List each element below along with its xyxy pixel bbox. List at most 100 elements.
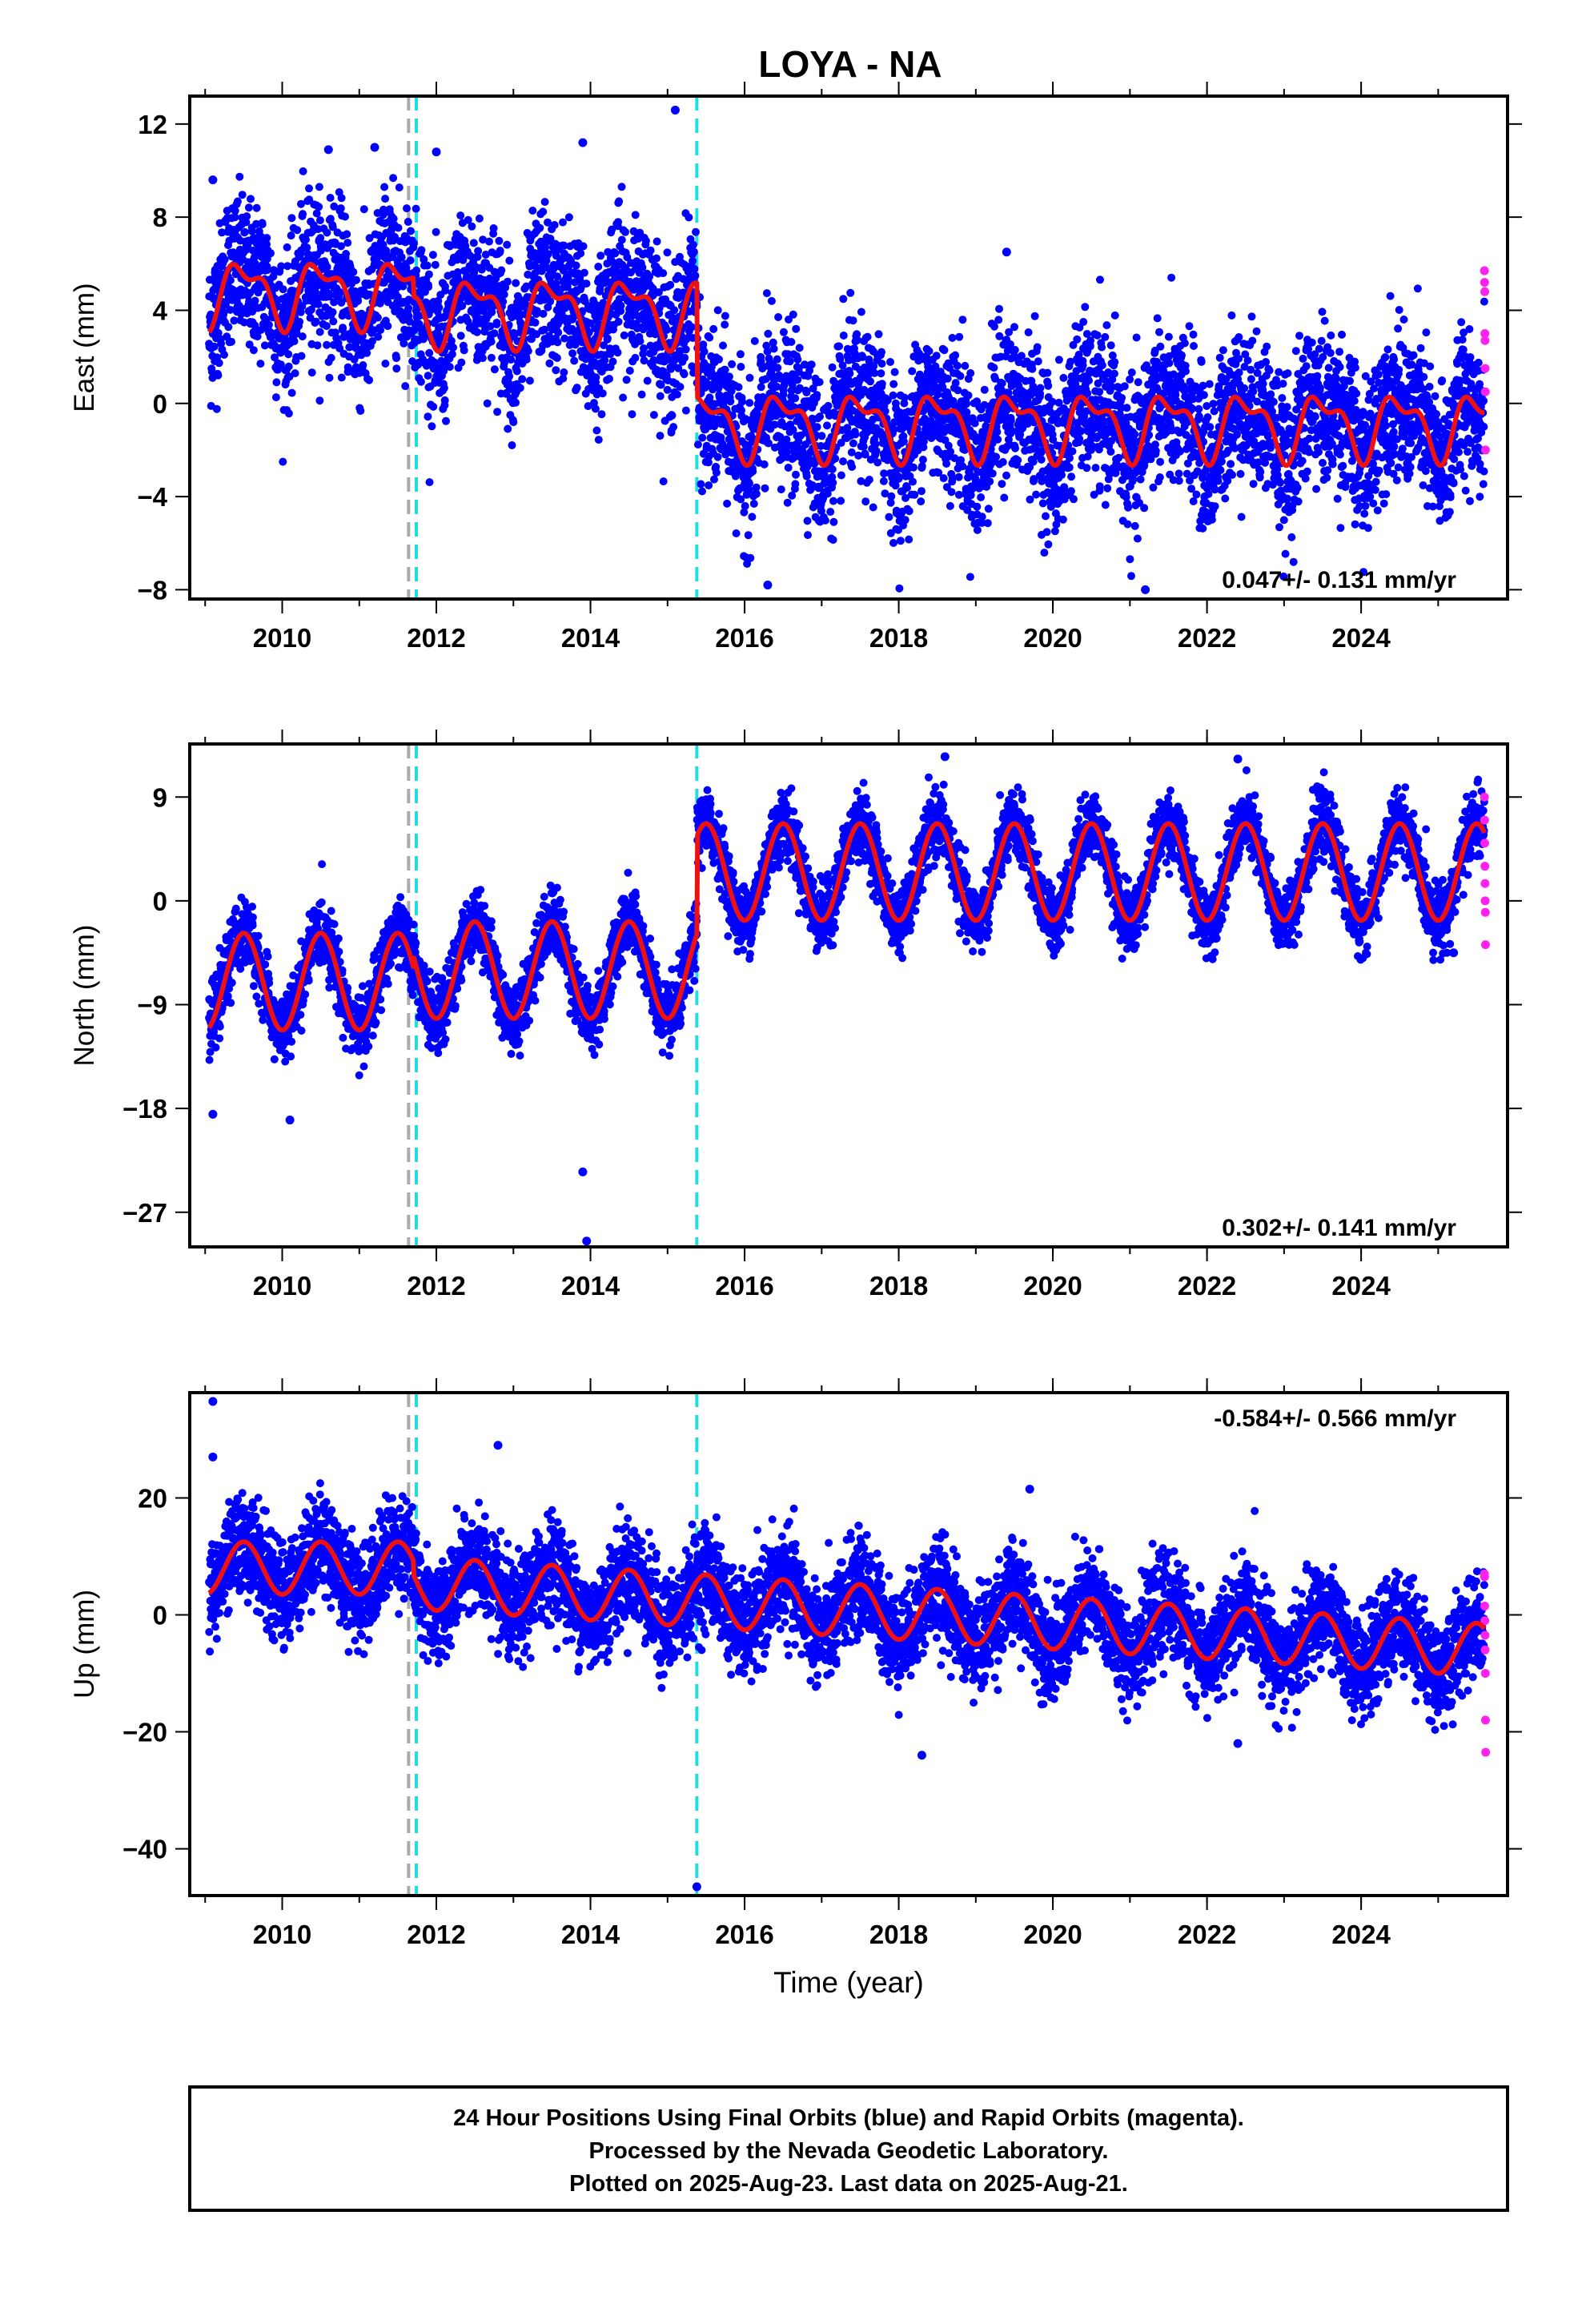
data-point [889,391,897,400]
data-point [998,480,1006,489]
data-point [845,369,854,378]
data-point [473,252,482,261]
data-point [803,517,812,525]
data-point [263,266,272,275]
data-point [984,505,993,513]
data-point [311,287,319,296]
data-point [227,337,235,346]
data-point [1155,328,1163,336]
data-point [962,400,971,408]
data-point [947,488,956,497]
data-point [865,476,873,484]
data-point [325,373,334,382]
data-point [620,331,628,340]
data-point [745,373,754,382]
data-point [705,333,714,342]
data-point [1227,460,1235,468]
data-point [785,357,794,366]
data-point [383,322,392,331]
data-point [721,365,729,374]
data-point [784,464,793,472]
data-point [689,256,697,265]
data-point [291,369,299,378]
data-point [1098,361,1106,370]
data-point [792,470,800,479]
data-point [1030,312,1039,320]
data-point [516,384,524,392]
data-point [544,218,552,227]
data-point [247,195,255,203]
data-point [783,498,792,507]
data-point [298,302,307,311]
data-point [1110,311,1119,320]
data-point [240,227,249,236]
data-point [572,261,580,270]
data-point [457,358,466,367]
data-point [614,317,623,326]
data-point [469,239,478,247]
data-point [1028,364,1037,373]
data-point [746,553,755,562]
data-point [596,251,605,260]
data-point [715,355,723,364]
data-point [297,352,306,360]
data-point [1002,471,1010,480]
data-point [544,250,552,259]
data-point [404,218,412,226]
data-point [329,317,338,326]
data-point [877,369,885,378]
data-point [1036,384,1045,392]
data-point [757,383,765,392]
data-point [877,380,886,388]
data-point [1065,463,1074,472]
data-point [839,295,848,304]
data-point [705,481,713,490]
data-point [564,213,573,222]
data-point [600,341,608,350]
data-point [247,227,256,235]
data-point [532,330,541,339]
data-point [468,222,476,231]
data-point [240,318,249,327]
data-point [728,360,737,368]
data-point [673,390,681,399]
data-point [210,342,219,351]
data-point [910,490,919,499]
data-point [404,304,413,312]
data-point [752,489,761,498]
data-point [670,306,679,315]
data-point [681,353,689,362]
data-point [605,375,613,383]
data-point [621,227,629,236]
data-point [556,316,564,325]
data-point [1037,455,1046,464]
data-point [256,360,265,368]
data-point [245,340,254,349]
data-point [616,301,625,310]
data-point [895,584,904,593]
data-point [887,492,896,501]
data-point [235,172,244,181]
data-point [689,240,697,249]
data-point [988,469,997,478]
data-point [1014,456,1022,464]
data-point [851,430,860,439]
data-point [343,239,352,247]
data-point [269,272,278,281]
data-point [381,195,390,203]
data-point [496,247,504,255]
data-point [233,197,242,206]
data-point [1164,332,1173,341]
data-point [425,478,434,487]
data-point [327,353,335,362]
data-point [955,332,964,341]
data-point [380,183,389,191]
data-point [1006,416,1015,425]
data-point [594,263,603,271]
data-point [1130,430,1139,439]
data-point [823,421,831,430]
data-point [793,355,802,364]
data-point [613,348,622,357]
data-point [1127,572,1135,581]
data-point [219,308,228,316]
